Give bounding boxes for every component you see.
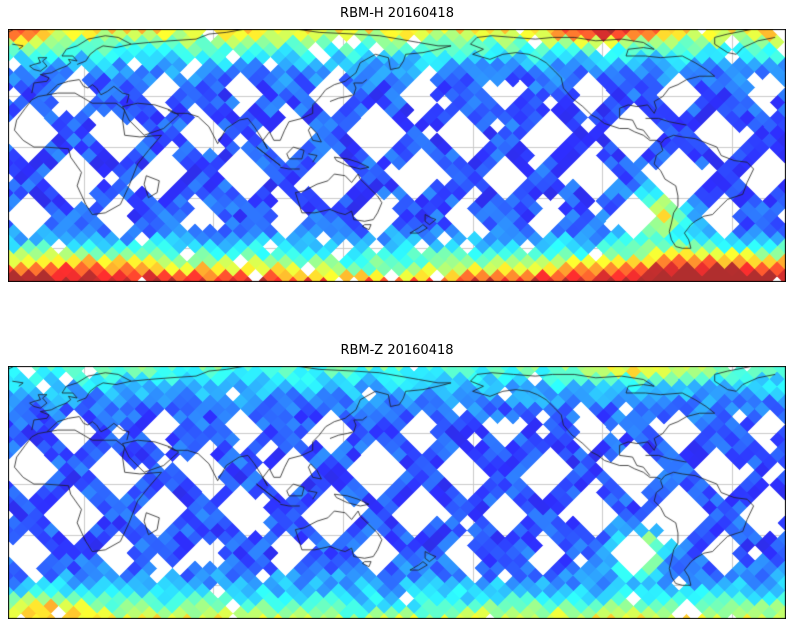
map-canvas-rbm-h <box>8 29 786 282</box>
panel-title-rbm-h: RBM-H 20160418 <box>340 6 454 21</box>
panel-rbm-z: RBM-Z 20160418 <box>0 337 794 619</box>
panel-rbm-h: RBM-H 20160418 <box>0 0 794 282</box>
panel-title-rbm-z: RBM-Z 20160418 <box>340 343 454 358</box>
map-canvas-rbm-z <box>8 366 786 619</box>
